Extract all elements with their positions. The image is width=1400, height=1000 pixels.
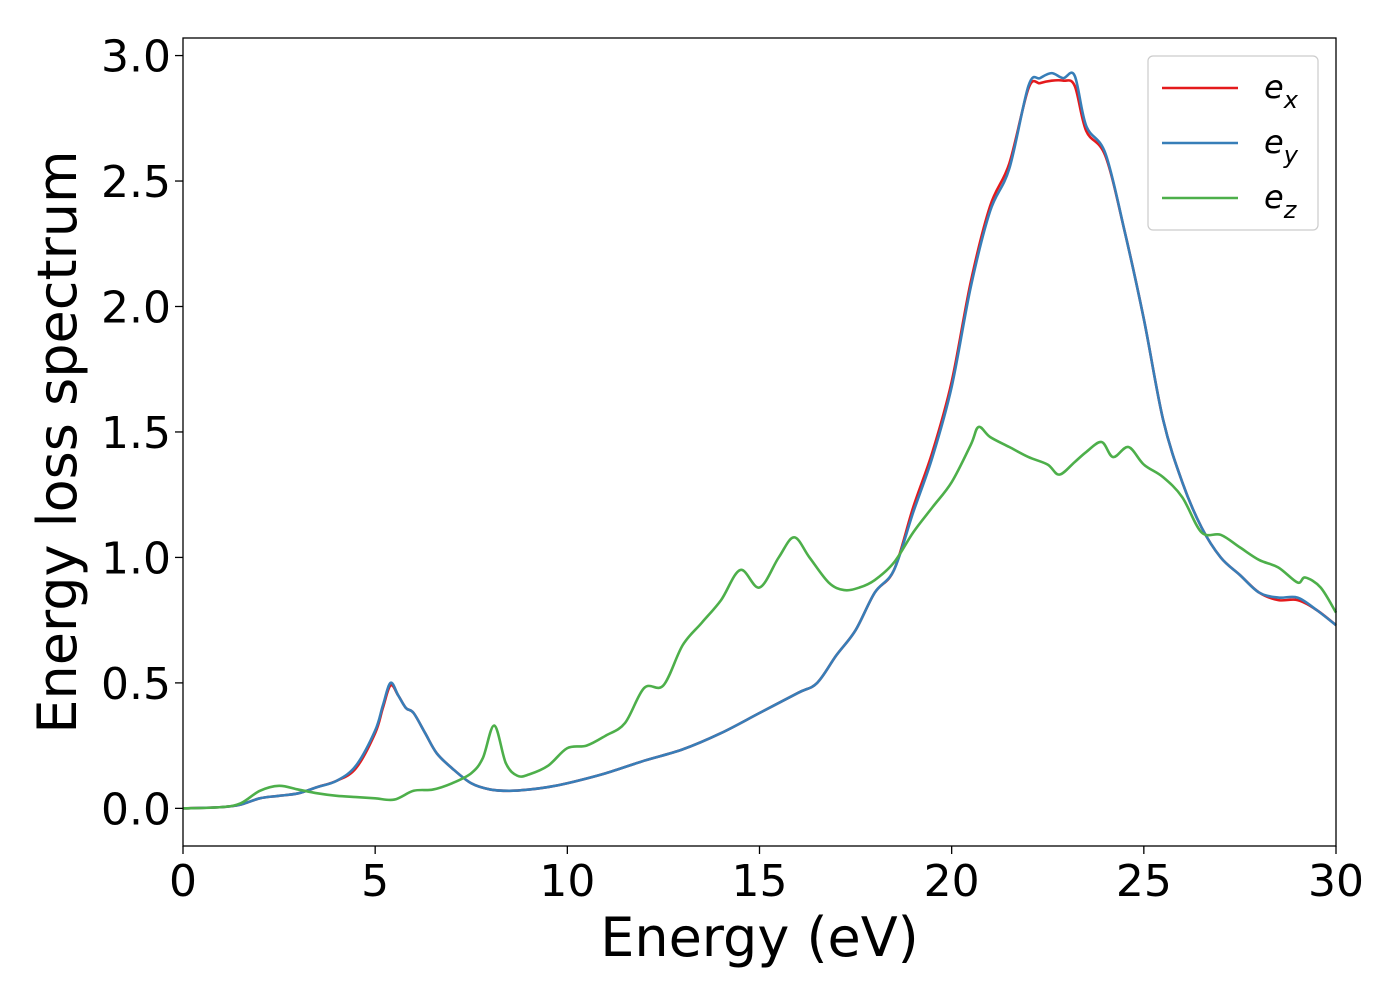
series-layer [182,71,1338,810]
series-line-ez [182,425,1338,810]
y-tick-label: 0.0 [101,784,171,835]
y-tick-label: 3.0 [101,32,171,83]
y-tick-label: 2.0 [101,282,171,333]
y-tick-label: 1.0 [101,533,171,584]
y-tick-label: 2.5 [101,157,171,208]
legend-label-ey: ey [1264,123,1299,169]
x-tick-label: 30 [1308,856,1364,907]
series-line-ey [182,71,1337,810]
legend-label-ex: ex [1264,68,1299,114]
x-tick-label: 25 [1116,856,1172,907]
x-tick-label: 15 [732,856,788,907]
x-axis-label: Energy (eV) [600,906,919,969]
x-axis-ticks: 0 5 10 15 20 25 30 [169,846,1364,907]
y-tick-label: 1.5 [101,408,171,459]
x-tick-label: 0 [169,856,197,907]
x-tick-label: 20 [924,856,980,907]
legend-label-ez: ez [1264,178,1298,224]
x-tick-label: 5 [361,856,389,907]
y-axis-label: Energy loss spectrum [26,150,89,733]
y-tick-label: 0.5 [101,659,171,710]
x-tick-label: 10 [539,856,595,907]
y-axis-ticks: 0.0 0.5 1.0 1.5 2.0 2.5 3.0 [101,32,183,835]
legend: ex ey ez [1147,55,1319,231]
